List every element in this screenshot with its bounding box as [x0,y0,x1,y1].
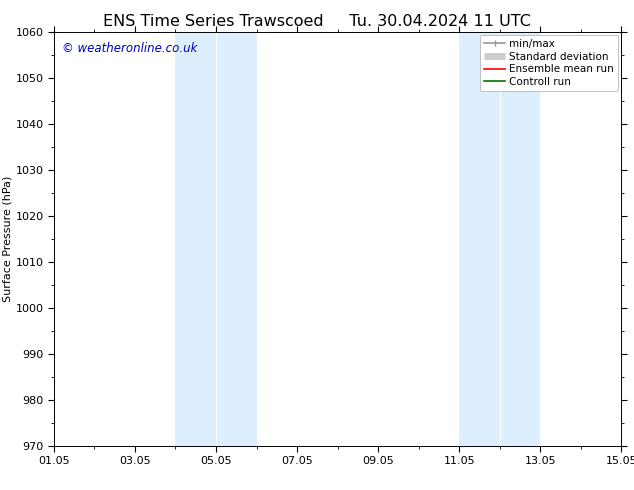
Bar [176,32,218,446]
Bar [218,32,257,446]
Legend: min/max, Standard deviation, Ensemble mean run, Controll run: min/max, Standard deviation, Ensemble me… [480,35,618,91]
Text: © weatheronline.co.uk: © weatheronline.co.uk [62,42,198,55]
Y-axis label: Surface Pressure (hPa): Surface Pressure (hPa) [3,176,13,302]
Text: ENS Time Series Trawscoed     Tu. 30.04.2024 11 UTC: ENS Time Series Trawscoed Tu. 30.04.2024… [103,14,531,29]
Bar [176,32,257,446]
Bar [459,32,540,446]
